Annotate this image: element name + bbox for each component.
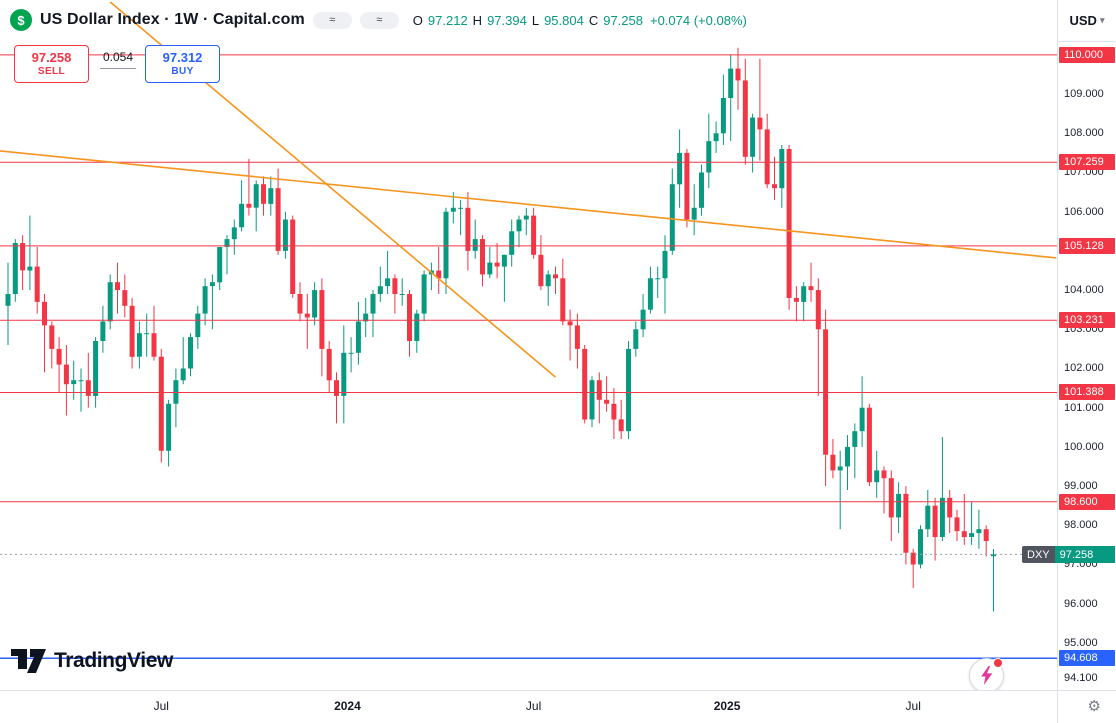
currency-selector[interactable]: USD ▾	[1058, 0, 1116, 42]
price-level-label: 105.128	[1059, 237, 1115, 254]
open-label: O	[412, 12, 423, 28]
buy-button[interactable]: 97.312 BUY	[145, 45, 221, 83]
change-value: +0.074 (+0.08%)	[649, 12, 747, 28]
time-axis[interactable]: ⚙ Jul 2024 Jul 2025 Jul	[0, 690, 1116, 723]
price-level-label: 107.259	[1059, 154, 1115, 171]
price-axis-tick: 104.000	[1064, 284, 1104, 297]
legend-toggle-pill-1[interactable]: ≈	[312, 11, 352, 29]
price-axis-tick: 102.000	[1064, 362, 1104, 375]
time-axis-tick: Jul	[153, 699, 169, 713]
axis-corner-divider	[1057, 691, 1058, 723]
price-level-label: 101.388	[1059, 384, 1115, 401]
currency-label: USD	[1069, 13, 1097, 28]
price-level-label: 110.000	[1059, 46, 1115, 63]
ohlc-readout: O 97.212 H 97.394 L 95.804 C 97.258 +0.074 (…	[413, 13, 747, 28]
price-level-label: 103.231	[1059, 312, 1115, 329]
price-axis-tick: 100.000	[1064, 440, 1104, 453]
price-axis-tick: 95.000	[1064, 636, 1098, 649]
tradingview-logo-icon	[11, 649, 46, 673]
candlestick-chart[interactable]	[0, 0, 1057, 690]
price-level-label: 98.600	[1059, 493, 1115, 510]
chart-legend: $ US Dollar Index · 1W · Capital.com ≈ ≈…	[10, 9, 747, 31]
high-value: 97.394	[487, 12, 527, 28]
chevron-down-icon: ▾	[1099, 15, 1105, 25]
symbol-icon: $	[10, 9, 32, 31]
legend-toggle-pill-2[interactable]: ≈	[359, 11, 399, 29]
time-axis-tick: Jul	[905, 699, 921, 713]
buy-price: 97.312	[162, 50, 203, 66]
lightning-icon	[981, 666, 993, 685]
price-axis-tick: 98.000	[1064, 519, 1098, 532]
price-axis[interactable]: USD ▾ 109.000 108.000 107.000 106.000 104.00…	[1022, 0, 1116, 690]
current-price-label: DXY 97.258	[1022, 546, 1115, 564]
high-label: H	[472, 12, 483, 28]
lightning-button[interactable]	[969, 658, 1004, 690]
trade-widget: 97.258 SELL 0.054 97.312 BUY	[14, 45, 221, 83]
price-axis-tick: 101.000	[1064, 401, 1104, 414]
symbol-title[interactable]: US Dollar Index · 1W · Capital.com	[40, 11, 305, 28]
price-axis-tick: 99.000	[1064, 480, 1098, 493]
chart-plot-area[interactable]: $ US Dollar Index · 1W · Capital.com ≈ ≈…	[0, 0, 1057, 690]
candles	[5, 47, 996, 612]
horizontal-level-lines[interactable]	[0, 54, 1057, 659]
current-symbol-chip: DXY	[1022, 546, 1055, 564]
low-label: L	[531, 12, 540, 28]
price-axis-tick: 94.100	[1064, 672, 1098, 685]
close-value: 97.258	[603, 12, 643, 28]
price-axis-tick: 106.000	[1064, 205, 1104, 218]
sell-label: SELL	[37, 65, 66, 77]
low-value: 95.804	[544, 12, 584, 28]
tradingview-logo-text: TradingView	[54, 649, 173, 672]
current-price-value: 97.258	[1054, 546, 1115, 564]
price-axis-tick: 109.000	[1064, 88, 1104, 101]
sell-price: 97.258	[31, 50, 72, 66]
time-axis-tick: Jul	[525, 699, 542, 713]
axis-settings-gear-icon[interactable]: ⚙	[1087, 698, 1101, 715]
time-axis-tick: 2024	[334, 699, 361, 713]
sell-button[interactable]: 97.258 SELL	[14, 45, 89, 83]
spread-value: 0.054	[100, 50, 137, 69]
tradingview-logo[interactable]: TradingView	[10, 648, 173, 674]
close-label: C	[588, 12, 599, 28]
price-axis-tick: 108.000	[1064, 127, 1104, 140]
time-axis-tick: 2025	[713, 699, 741, 713]
blue-level-label: 94.608	[1059, 650, 1115, 667]
open-value: 97.212	[427, 12, 468, 28]
price-axis-tick: 96.000	[1064, 597, 1098, 610]
notification-dot	[993, 658, 1003, 668]
buy-label: BUY	[171, 65, 194, 77]
